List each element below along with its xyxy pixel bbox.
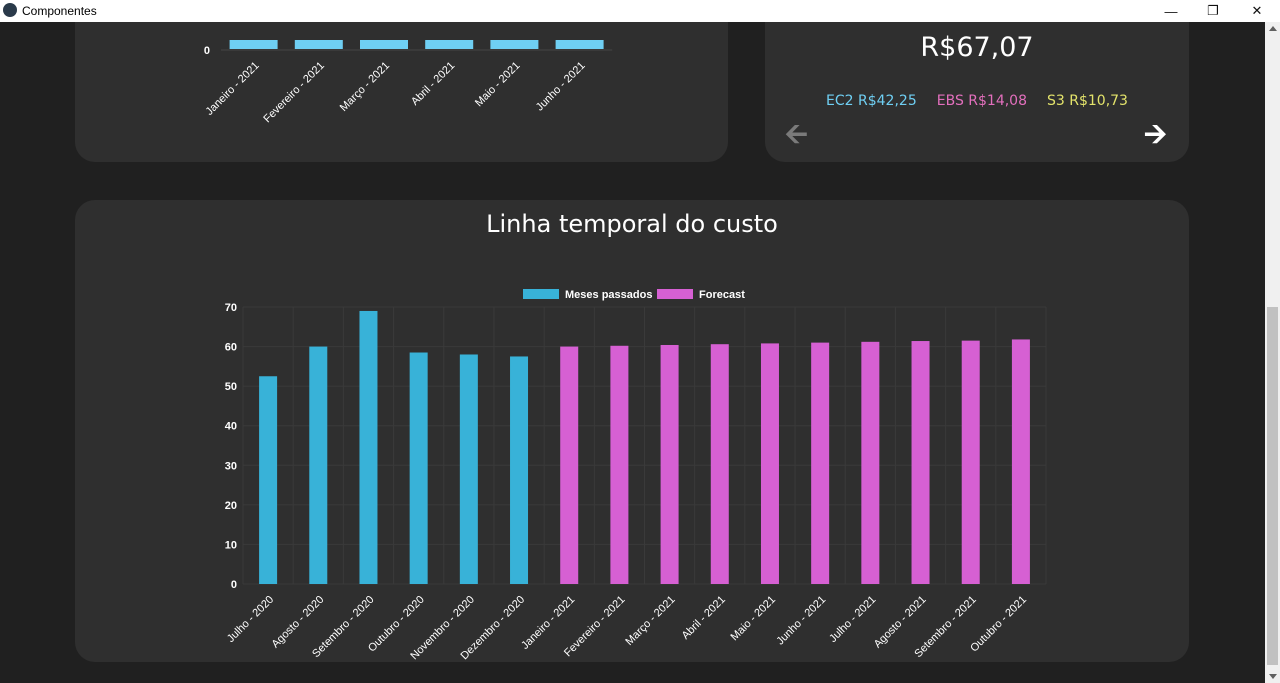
x-tick-label: Agosto - 2021 [872, 594, 929, 651]
x-tick-label: Fevereiro - 2021 [261, 60, 327, 126]
y-tick-label: 60 [225, 342, 237, 354]
y-tick-label: 50 [225, 381, 237, 393]
legend-label: Meses passados [565, 289, 652, 301]
monthly-cost-chart: 0 Janeiro - 2021 Fevereiro - 2021 Março - 2… [204, 40, 613, 126]
bar-setembro-2021 [961, 340, 980, 584]
bar-novembro-2020 [459, 354, 478, 584]
scrollbar-thumb[interactable] [1267, 307, 1278, 665]
bar-outubro-2020 [409, 352, 428, 584]
x-tick-label: Abril - 2021 [409, 60, 457, 108]
x-tick-label: Março - 2021 [623, 594, 677, 648]
x-tick-label: Maio - 2021 [729, 594, 779, 644]
ec2-cost: EC2 R$42,25 [826, 93, 917, 109]
y-tick-label: 20 [225, 500, 237, 512]
maximize-button[interactable]: ❐ [1207, 3, 1219, 18]
bar [555, 40, 604, 49]
bar-fevereiro-2021 [610, 345, 629, 584]
x-tick-label: Julho - 2020 [225, 594, 276, 645]
window-title: Componentes [22, 4, 97, 18]
app-icon [3, 3, 17, 17]
bar [360, 40, 408, 49]
bar-mar-o-2021 [660, 344, 679, 584]
x-tick-label: Junho - 2021 [774, 594, 828, 648]
bar-dezembro-2020 [510, 356, 529, 584]
x-tick-label: Março - 2021 [338, 60, 392, 114]
main-content[interactable]: 0 Janeiro - 2021 Fevereiro - 2021 Março - 2… [0, 22, 1265, 683]
arrow-right-icon[interactable]: 🡪 [1144, 117, 1167, 150]
s3-cost: S3 R$10,73 [1047, 93, 1128, 109]
minimize-button[interactable]: — [1164, 3, 1178, 19]
bar [229, 40, 278, 49]
cost-summary-card: R$67,07 EC2 R$42,25 EBS R$14,08 S3 R$10,73… [765, 22, 1189, 162]
legend-swatch [657, 289, 693, 299]
bar-outubro-2021 [1011, 339, 1030, 584]
bar-maio-2021 [760, 343, 779, 584]
x-tick-label: Maio - 2021 [473, 60, 523, 110]
vertical-scrollbar[interactable] [1265, 22, 1280, 683]
cost-timeline-chart: Meses passados Forecast 0 10 20 30 40 50 60 70 Jul… [225, 289, 1047, 662]
bar-julho-2020 [259, 376, 278, 584]
close-button[interactable]: ✕ [1251, 3, 1263, 18]
bar-abril-2021 [710, 344, 729, 584]
x-tick-label: Abril - 2021 [680, 594, 728, 642]
monthly-cost-card: 0 Janeiro - 2021 Fevereiro - 2021 Março - 2… [75, 22, 728, 162]
legend-label: Forecast [699, 289, 745, 301]
x-tick-label: Julho - 2021 [827, 594, 878, 645]
cost-timeline-card: Linha temporal do custo Meses passados Fo… [75, 200, 1189, 662]
arrow-left-icon[interactable]: 🡨 [785, 117, 808, 150]
bar [490, 40, 539, 49]
x-tick-label: Agosto - 2020 [269, 594, 326, 651]
total-cost: R$67,07 [920, 32, 1034, 63]
x-tick-label: Janeiro - 2021 [204, 60, 262, 118]
y-tick-label: 0 [204, 45, 210, 57]
y-tick-label: 70 [225, 302, 237, 314]
legend-swatch [523, 289, 559, 299]
y-tick-label: 30 [225, 460, 237, 472]
bar-agosto-2021 [911, 341, 930, 584]
bar-agosto-2020 [309, 346, 328, 584]
y-tick-label: 0 [231, 579, 237, 591]
bar-setembro-2020 [359, 310, 378, 584]
ebs-cost: EBS R$14,08 [936, 93, 1027, 109]
y-tick-label: 10 [225, 539, 237, 551]
scroll-up-icon[interactable] [1269, 26, 1277, 31]
bar-junho-2021 [811, 342, 830, 584]
bar-julho-2021 [861, 341, 880, 584]
bar-janeiro-2021 [560, 346, 579, 584]
y-tick-label: 40 [225, 421, 237, 433]
scroll-down-icon[interactable] [1269, 674, 1277, 679]
bar [425, 40, 474, 49]
bar [294, 40, 343, 49]
x-tick-label: Junho - 2021 [534, 60, 588, 114]
window-titlebar: Componentes — ❐ ✕ [0, 0, 1280, 22]
cost-breakdown: EC2 R$42,25 EBS R$14,08 S3 R$10,73 [765, 93, 1189, 109]
chart-title: Linha temporal do custo [486, 210, 778, 238]
